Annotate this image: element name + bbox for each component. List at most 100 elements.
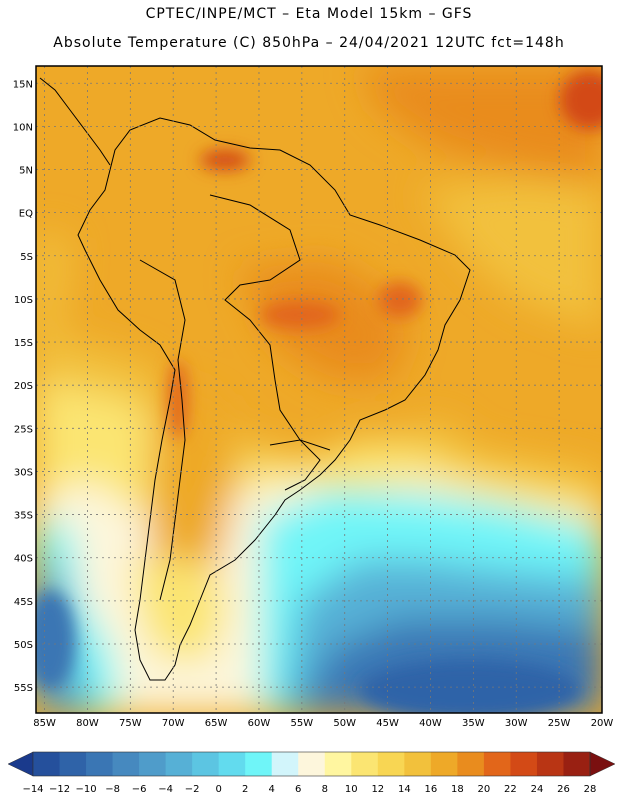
- colorbar-label: 28: [584, 784, 597, 795]
- colorbar-frame: [32, 751, 591, 777]
- colorbar-label: −12: [49, 784, 70, 795]
- colorbar-label: 20: [478, 784, 491, 795]
- lon-label: 60W: [248, 718, 271, 729]
- colorbar-label: −2: [185, 784, 200, 795]
- lat-label: 20S: [14, 381, 33, 392]
- lat-label: 10S: [14, 295, 33, 306]
- lat-label: 45S: [14, 597, 33, 608]
- colorbar-segment: [510, 752, 538, 776]
- colorbar-segment: [457, 752, 485, 776]
- lat-label: 15N: [13, 79, 33, 90]
- colorbar-segment: [563, 752, 591, 776]
- colorbar-segment: [298, 752, 326, 776]
- colorbar-label: 4: [269, 784, 275, 795]
- field-patagonia-mild: [130, 560, 230, 660]
- colorbar-label: 26: [557, 784, 570, 795]
- lat-label: 10N: [13, 122, 33, 133]
- field-hot-spot-brazil-ne: [378, 282, 422, 318]
- longitude-labels: 85W 80W 75W 70W 65W 60W 55W 50W 45W 40W 35W 30W 25W 2…: [33, 718, 613, 729]
- colorbar-segment: [112, 752, 140, 776]
- map-frame: [35, 65, 603, 714]
- colorbar-segment: [536, 752, 564, 776]
- graticule: [36, 66, 602, 713]
- colorbar-segment: [192, 752, 220, 776]
- andes-border: [139, 259, 186, 601]
- colorbar-label: 6: [295, 784, 301, 795]
- title-line-1: CPTEC/INPE/MCT – Eta Model 15km – GFS: [145, 6, 473, 22]
- colorbar-segment: [86, 752, 114, 776]
- colorbar-label: 24: [531, 784, 544, 795]
- lon-label: 85W: [33, 718, 56, 729]
- lon-label: 40W: [419, 718, 442, 729]
- colorbar-label: 0: [215, 784, 221, 795]
- field-cold-core-pacific: [36, 590, 75, 690]
- lon-label: 30W: [505, 718, 528, 729]
- lat-label: 40S: [14, 554, 33, 565]
- colorbar-label: 8: [322, 784, 328, 795]
- lon-label: 25W: [548, 718, 571, 729]
- lat-label: 55S: [14, 683, 33, 694]
- colorbar-label: 18: [451, 784, 464, 795]
- latitude-labels: 15N 10N 5N EQ 5S 10S 15S 20S 25S 30S 35S 40S 45S 50S 5…: [13, 79, 33, 694]
- colorbar-segment: [377, 752, 405, 776]
- lon-label: 20W: [591, 718, 614, 729]
- south-america-coastline: [77, 117, 471, 681]
- lon-label: 45W: [376, 718, 399, 729]
- central-america-coast: [39, 77, 111, 166]
- colorbar-segment: [139, 752, 167, 776]
- colorbar: [7, 751, 616, 777]
- river-plate-border: [269, 439, 321, 491]
- colorbar-label: −8: [105, 784, 120, 795]
- lat-label: 30S: [14, 467, 33, 478]
- colorbar-label: 2: [242, 784, 248, 795]
- colorbar-under-arrow: [7, 751, 34, 777]
- colorbar-label: −4: [158, 784, 173, 795]
- field-hot-spot-brazil-c: [260, 301, 340, 329]
- colorbar-segment: [351, 752, 379, 776]
- field-hot-spot-andes: [168, 360, 188, 440]
- lon-label: 80W: [76, 718, 99, 729]
- lon-label: 70W: [162, 718, 185, 729]
- colorbar-segment: [59, 752, 87, 776]
- colorbar-segment: [483, 752, 511, 776]
- lon-label: 50W: [333, 718, 356, 729]
- field-cold-core-atlantic: [360, 660, 580, 713]
- colorbar-label: −6: [132, 784, 147, 795]
- colorbar-labels: −14 −12 −10 −8 −6 −4 −2 0 2 4 6 8 10 12 14 16 18 20 22 24 26…: [22, 784, 596, 795]
- colorbar-segment: [430, 752, 458, 776]
- lon-label: 35W: [462, 718, 485, 729]
- colorbar-segment: [324, 752, 352, 776]
- field-north-atlantic-cool: [420, 180, 602, 330]
- brazil-border: [209, 194, 331, 451]
- field-hot-spot-caribbean: [560, 70, 602, 130]
- field-hot-spot-venezuela: [200, 150, 250, 170]
- colorbar-label: 16: [424, 784, 437, 795]
- temperature-field: [36, 66, 602, 713]
- title-line-2: Absolute Temperature (C) 850hPa – 24/04/…: [53, 35, 565, 51]
- colorbar-segment: [165, 752, 193, 776]
- colorbar-segment: [218, 752, 246, 776]
- colorbar-label: 22: [504, 784, 517, 795]
- lon-label: 55W: [291, 718, 314, 729]
- lat-label: EQ: [19, 209, 33, 220]
- colorbar-over-arrow: [589, 751, 616, 777]
- lon-label: 65W: [205, 718, 228, 729]
- colorbar-label: 14: [398, 784, 411, 795]
- colorbar-segment: [33, 752, 61, 776]
- lat-label: 25S: [14, 424, 33, 435]
- colorbar-segment: [404, 752, 432, 776]
- lat-label: 15S: [14, 338, 33, 349]
- lat-label: 50S: [14, 640, 33, 651]
- lat-label: 35S: [14, 511, 33, 522]
- colorbar-label: 10: [345, 784, 358, 795]
- colorbar-segment: [245, 752, 273, 776]
- colorbar-segment: [271, 752, 299, 776]
- lat-label: 5S: [20, 252, 33, 263]
- colorbar-label: −14: [22, 784, 43, 795]
- coastline-and-borders: [39, 77, 471, 681]
- colorbar-label: −10: [75, 784, 96, 795]
- field-northeast-warm: [360, 66, 602, 180]
- lon-label: 75W: [119, 718, 142, 729]
- lat-label: 5N: [19, 166, 33, 177]
